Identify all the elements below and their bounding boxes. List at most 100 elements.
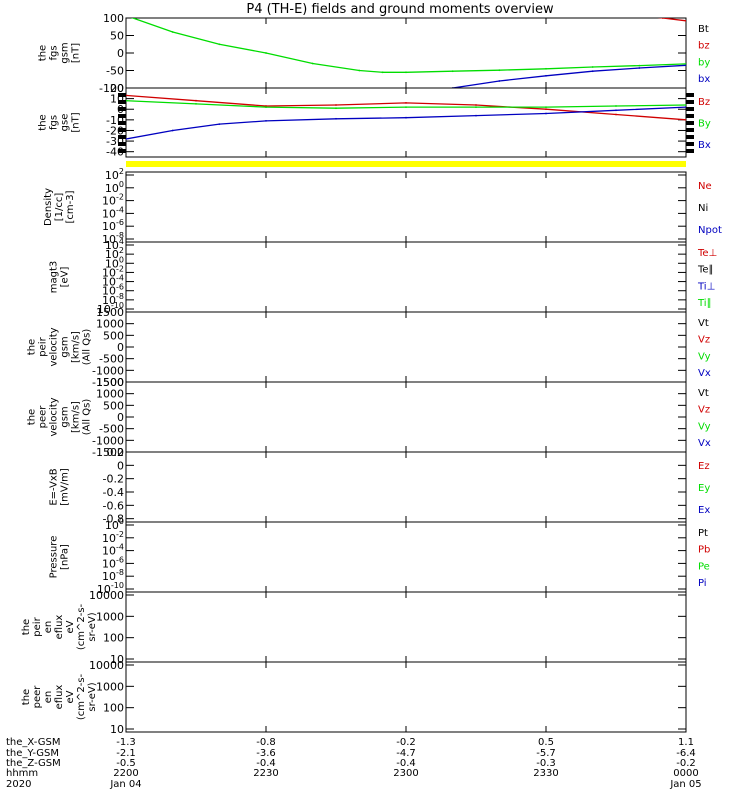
peir-en-eflux-ylabel-line-6: sr-eV)	[87, 612, 98, 641]
fgs-gsm-by-point-6	[381, 71, 384, 74]
fgs-gse-flag-mark-7	[118, 142, 126, 146]
fgs-gsm-bx-point-5	[685, 64, 686, 67]
fgs-gsm-ylabel-line-3: [nT]	[71, 43, 82, 63]
fgs-gsm-bz-point-3	[685, 19, 686, 22]
peir-velocity-ytick-label-6: -1500	[92, 376, 124, 389]
density-legend-2: Npot	[698, 225, 722, 236]
fgs-gse-ytick-label-0: 20	[110, 82, 124, 95]
fgs-gse-By-point-5	[475, 106, 477, 108]
fgs-gsm-ylabel-line-2: gsm	[60, 42, 71, 63]
fgs-gsm-by-point-7	[405, 71, 407, 74]
fgs-gsm-by-point-1	[171, 31, 174, 33]
fgs-gse-series-Bx	[126, 106, 686, 140]
fgs-gse-flag-mark-4	[118, 121, 126, 125]
density-legend-0: Ne	[698, 181, 712, 192]
fgs-gsm-by-point-11	[591, 66, 594, 68]
fgs-gse-Bz-point-0	[126, 94, 127, 97]
time-axis-row-name-0: the_X-GSM	[6, 737, 60, 748]
temperature-frame	[125, 241, 687, 313]
time-axis: the_X-GSM -1.3 -0.8 -0.2 0.5 1.1 the_Y-GSM -2.1…	[6, 737, 702, 790]
peir-velocity-ytick-label-3: 0	[117, 341, 124, 354]
fgs-gsm-bx-point-3	[591, 70, 594, 73]
fgs-gse-ylabel-line-2: gse	[60, 114, 71, 132]
temperature-legend-1: Te∥	[697, 265, 714, 276]
fgs-gsm-legend-3: bx	[698, 74, 710, 85]
panel-peer-en-eflux: 10000 1000 100 10 the peer en eflux eV (cm^2-s-sr…	[21, 659, 687, 736]
fgs-gse-flag-mark-5	[118, 128, 126, 132]
peir-en-eflux-ytick-label-0: 10000	[89, 589, 124, 602]
peir-velocity-ylabel-line-4: [km/s]	[71, 331, 82, 363]
peir-velocity-ytick-label-0: 1500	[96, 306, 124, 319]
fgs-gsm-bz-point-2	[661, 18, 664, 19]
fgs-gse-Bx-point-5	[405, 116, 407, 119]
fgs-gse-Bx-point-9	[685, 106, 686, 108]
e-field-ytick-label-5: -0.8	[103, 513, 124, 526]
fgs-gse-flag-mark-right-5	[686, 128, 694, 132]
density-ylabel-line-0: Density	[43, 188, 54, 226]
e-field-legend-1: Ey	[698, 483, 710, 494]
time-axis-2-value-2: -0.4	[396, 758, 416, 769]
e-field-ytick-label-3: -0.4	[103, 486, 124, 499]
fgs-gsm-ytick-label-1: 50	[110, 30, 124, 43]
fgs-gsm-by-point-13	[685, 63, 686, 65]
fgs-gsm-ytick-label-4: -100	[99, 82, 124, 95]
time-axis-row-name-1: the_Y-GSM	[6, 748, 59, 759]
peer-en-eflux-ylabel-line-2: en	[43, 691, 54, 704]
peer-velocity-ylabel-line-3: gsm	[60, 406, 71, 427]
time-axis-3-value-1: 2230	[253, 768, 278, 779]
fgs-gse-flag-mark-right-3	[686, 114, 694, 118]
pressure-ylabel-line-0: Pressure	[49, 536, 60, 579]
fgs-gsm-by-point-8	[451, 70, 454, 73]
fgs-gse-Bx-point-2	[218, 123, 221, 125]
peer-velocity-legend-2: Vy	[698, 421, 711, 432]
peer-velocity-ylabel-line-2: velocity	[49, 397, 60, 436]
fgs-gse-frame	[125, 87, 687, 158]
fgs-gsm-series-by	[130, 18, 686, 73]
peir-en-eflux-ylabel-line-4: eV	[65, 620, 76, 633]
density-legend-1: Ni	[698, 203, 708, 214]
peir-en-eflux-ytick-label-3: 10	[110, 653, 124, 666]
peir-velocity-ytick-label-5: -1000	[92, 364, 124, 377]
e-field-ytick-label-2: -0.2	[103, 473, 124, 486]
fgs-gse-Bz-point-1	[195, 99, 197, 102]
peer-en-eflux-ylabel-line-3: eflux	[54, 685, 65, 710]
time-axis-0-value-0: -1.3	[116, 737, 136, 748]
peer-velocity-ylabel-line-0: the	[27, 409, 38, 425]
fgs-gsm-bx-point-2	[545, 74, 547, 77]
time-axis-1-value-3: -5.7	[536, 748, 556, 759]
time-axis-4-value-0: Jan 04	[109, 779, 141, 790]
peer-velocity-ytick-label-1: 1000	[96, 388, 124, 401]
peir-velocity-ylabel-line-1: peir	[38, 336, 49, 356]
peir-velocity-ylabel-line-0: the	[27, 339, 38, 355]
time-axis-1-value-4: -6.4	[676, 748, 696, 759]
peir-en-eflux-ylabel-line-2: en	[43, 621, 54, 634]
fgs-gse-flag-mark-right-6	[686, 135, 694, 139]
time-axis-2-value-4: -0.2	[676, 758, 696, 769]
fgs-gsm-ytick-label-0: 100	[103, 12, 124, 25]
fgs-gse-By-point-4	[405, 106, 407, 108]
peer-en-eflux-ylabel-line-5: (cm^2-s-	[76, 673, 87, 720]
peir-velocity-legend-2: Vy	[698, 351, 711, 362]
density-frame	[125, 171, 687, 243]
panel-e-field: 0.20-0.2-0.4-0.6-0.8 E=-VxB [mV/m] Ez Ey Ex	[49, 446, 711, 526]
panel-peir-en-eflux: 10000 1000 100 10 the peir en eflux eV (cm^2-s-sr…	[21, 589, 687, 666]
peir-velocity-ylabel-line-3: gsm	[60, 336, 71, 357]
fgs-gse-flag-mark-8	[118, 149, 126, 153]
peer-velocity-frame	[125, 381, 687, 453]
temperature-legend-3: Ti∥	[697, 298, 712, 309]
peer-velocity-ytick-label-2: 500	[103, 399, 124, 412]
peer-en-eflux-ylabel-line-0: the	[21, 689, 32, 705]
e-field-legend-0: Ez	[698, 461, 710, 472]
pressure-legend-2: Pe	[698, 561, 710, 572]
fgs-gse-ylabel-line-0: the	[38, 114, 49, 130]
time-axis-0-value-3: 0.5	[538, 737, 554, 748]
temperature-legend-0: Te⊥	[697, 248, 717, 259]
fgs-gsm-legend-1: bz	[698, 41, 710, 52]
time-axis-1-value-1: -3.6	[256, 748, 276, 759]
fgs-gsm-by-point-0	[125, 15, 127, 17]
fgs-gse-flag-mark-2	[118, 107, 126, 111]
fgs-gse-Bx-point-0	[126, 138, 127, 140]
